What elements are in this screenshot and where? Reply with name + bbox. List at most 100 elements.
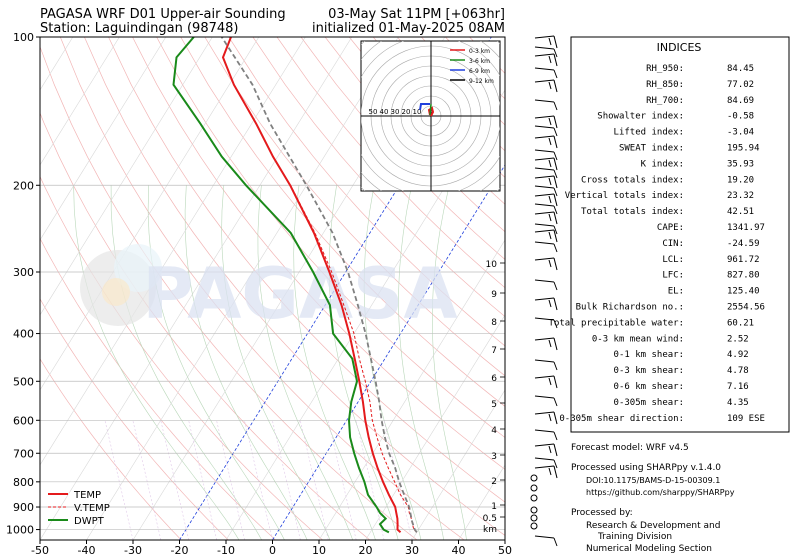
mixing-ratio-line: [160, 420, 190, 540]
moist-adiabat: [221, 185, 331, 540]
background-lines: [40, 37, 505, 540]
calm-wind-circle: [530, 474, 538, 482]
barb-staff: [534, 157, 555, 161]
wind-barb: [534, 46, 558, 58]
index-label: SWEAT index:: [619, 144, 684, 154]
wind-barb: [530, 506, 538, 514]
dry-adiabat: [276, 37, 505, 289]
calm-wind-circle: [530, 484, 538, 492]
wind-barb: [534, 167, 558, 179]
hodograph-inset: 50 40 30 20 10 0-3 km 3-6 km 6-9 km 9-12 km: [360, 40, 501, 192]
y-tick-label: 400: [13, 328, 34, 341]
barb-staff: [534, 465, 555, 469]
km-label: 5: [491, 400, 497, 410]
index-label: K index:: [641, 159, 684, 169]
barb-staff: [534, 317, 555, 321]
isotherm: [86, 37, 399, 540]
barb-flag: [553, 257, 558, 271]
index-value: 1341.97: [727, 223, 765, 233]
moist-adiabat: [184, 185, 308, 540]
dry-adiabat: [40, 298, 229, 540]
index-value: -0.58: [727, 112, 754, 122]
wind-barb: [534, 53, 558, 67]
barb-flag: [553, 205, 558, 215]
barb-flag: [553, 225, 558, 235]
isotherm: [40, 37, 74, 91]
mixing-ratio-line: [244, 420, 273, 540]
legend-label: V.TEMP: [74, 503, 110, 514]
index-label: 0-6 km shear:: [614, 382, 684, 392]
footer-doi: DOI:10.1175/BAMS-D-15-00309.1: [586, 476, 720, 485]
barb-half-flag: [548, 231, 552, 240]
barb-half-flag: [548, 137, 552, 146]
wind-barb: [534, 411, 558, 425]
barb-half-flag: [548, 259, 552, 268]
moist-adiabat: [431, 185, 467, 540]
km-label: 6: [491, 374, 497, 384]
x-tick-label: -20: [171, 544, 189, 557]
y-tick-label: 500: [13, 375, 34, 388]
watermark-logo-sun: [102, 278, 130, 306]
index-value: 2554.56: [727, 303, 765, 313]
calm-wind-circle: [530, 494, 538, 502]
barb-half-flag: [548, 299, 552, 308]
x-tick-label: -40: [78, 544, 96, 557]
barb-flag: [553, 319, 558, 329]
footer-org-2: Training Division: [597, 532, 672, 542]
dry-adiabat: [180, 37, 505, 407]
moist-adiabat: [147, 185, 285, 540]
barb-flag: [553, 169, 558, 179]
km-label: 0.5: [483, 514, 497, 524]
barb-staff: [534, 279, 555, 283]
barb-half-flag: [548, 213, 552, 222]
barb-staff: [534, 185, 555, 189]
index-label: Total totals index:: [581, 207, 684, 217]
mixing-ratio-line: [327, 420, 357, 540]
mixing-ratio-line: [216, 420, 245, 540]
barb-flag: [553, 127, 558, 137]
km-label: 3: [491, 452, 497, 462]
barb-staff: [534, 79, 555, 83]
dry-adiabat: [132, 37, 505, 470]
dry-adiabat: [156, 37, 505, 438]
barb-half-flag: [548, 159, 552, 168]
hodograph-legend-label: 0-3 km: [469, 48, 490, 55]
index-value: 961.72: [727, 255, 760, 265]
init-time: initialized 01-May-2025 08AM: [312, 21, 505, 36]
index-label: Total precipitable water:: [549, 318, 684, 328]
barb-flag: [553, 297, 558, 311]
x-tick-label: 40: [452, 544, 466, 557]
index-label: RH_950:: [646, 64, 684, 74]
barb-staff: [534, 193, 555, 197]
barb-flag: [553, 411, 558, 425]
x-tick-label: 50: [498, 544, 512, 557]
barb-flag: [553, 193, 558, 207]
barb-flag: [553, 375, 558, 389]
moist-adiabat: [293, 185, 376, 540]
km-label: 1: [491, 502, 497, 512]
sounding-traces: [172, 37, 418, 534]
x-tick-label: 10: [312, 544, 326, 557]
barb-half-flag: [548, 445, 552, 454]
legend-label: TEMP: [73, 490, 101, 501]
footer-processed-using: Processed using SHARPpy v.1.4.0: [571, 463, 721, 473]
index-value: 827.80: [727, 271, 760, 281]
wind-barb: [534, 79, 558, 93]
skewt-legend: TEMP V.TEMP DWPT: [48, 490, 110, 527]
index-label: Lifted index:: [614, 128, 684, 138]
x-tick-label: -50: [31, 544, 49, 557]
index-value: 19.20: [727, 175, 754, 185]
wind-barb: [534, 99, 558, 111]
y-tick-label: 200: [13, 179, 34, 192]
barb-half-flag: [548, 55, 552, 64]
wind-barb: [534, 297, 558, 311]
dry-adiabat: [40, 112, 371, 540]
footer-org-1: Research & Development and: [586, 521, 720, 531]
index-value: 4.78: [727, 366, 749, 376]
barb-staff: [534, 175, 555, 179]
y-tick-label: 100: [13, 31, 34, 44]
barb-flag: [553, 53, 558, 67]
barb-flag: [553, 537, 558, 547]
wind-barb: [534, 337, 558, 351]
